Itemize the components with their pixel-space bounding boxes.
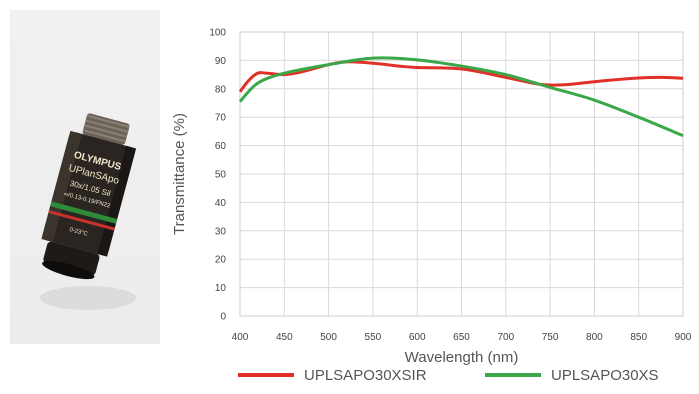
plot-frame — [239, 31, 684, 317]
y-tick-label: 20 — [215, 255, 227, 266]
objective-lens-image: OLYMPUS UPlanSApo 30x/1.05 Sil ∞/0.13-0.… — [40, 113, 137, 310]
y-tick-label: 80 — [215, 84, 227, 95]
lens-ring-text: 0-23°C — [69, 227, 89, 238]
series-line-uplsapo30xsir — [238, 60, 684, 93]
x-tick-label: 850 — [630, 332, 647, 343]
series-line-uplsapo30xs — [238, 56, 684, 138]
legend-label: UPLSAPO30XSIR — [304, 367, 427, 384]
y-axis-label: Transmittance (%) — [171, 113, 188, 235]
x-tick-label: 400 — [232, 332, 249, 343]
x-axis-label: Wavelength (nm) — [405, 349, 519, 366]
y-tick-label: 50 — [215, 170, 227, 181]
x-tick-label: 900 — [675, 332, 692, 343]
y-tick-label: 30 — [215, 226, 227, 237]
y-tick-label: 40 — [215, 198, 227, 209]
x-tick-label: 650 — [453, 332, 470, 343]
x-tick-label: 450 — [276, 332, 293, 343]
objective-lens-photo: OLYMPUS UPlanSApo 30x/1.05 Sil ∞/0.13-0.… — [10, 10, 160, 344]
y-tick-label: 100 — [209, 28, 226, 39]
x-tick-label: 500 — [320, 332, 337, 343]
legend-label: UPLSAPO30XS — [551, 367, 659, 384]
y-tick-label: 0 — [220, 312, 226, 323]
x-tick-label: 600 — [409, 332, 426, 343]
green-ring — [50, 201, 118, 224]
x-tick-label: 700 — [497, 332, 514, 343]
tick-layer: 0 10 20 30 40 50 60 70 80 90 100 400 450 500 550 600 650… — [209, 28, 691, 344]
x-tick-label: 550 — [365, 332, 382, 343]
y-tick-label: 90 — [215, 56, 227, 67]
x-tick-label: 800 — [586, 332, 603, 343]
series-layer — [238, 56, 684, 138]
y-tick-label: 70 — [215, 113, 227, 124]
x-tick-label: 750 — [542, 332, 559, 343]
y-tick-label: 60 — [215, 141, 227, 152]
y-tick-label: 10 — [215, 283, 227, 294]
legend: UPLSAPO30XSIR UPLSAPO30XS — [238, 367, 659, 384]
chart-svg: 0 10 20 30 40 50 60 70 80 90 100 400 450 500 550 600 650… — [171, 28, 692, 385]
grid-layer — [239, 31, 684, 317]
transmittance-chart: 0 10 20 30 40 50 60 70 80 90 100 400 450 500 550 600 650… — [160, 0, 699, 394]
red-ring — [48, 210, 115, 231]
